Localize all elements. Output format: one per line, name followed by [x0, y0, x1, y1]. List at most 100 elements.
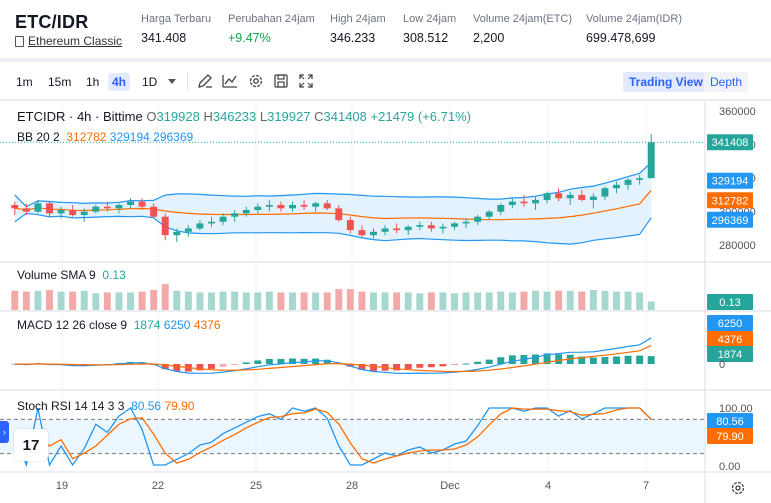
expand-sidebar-tab[interactable]: › [0, 421, 9, 443]
macd-histogram-bar [242, 362, 250, 364]
macd-line [14, 337, 652, 375]
chart-panel[interactable]: 3600003200002800003400003000003414083291… [0, 101, 771, 503]
macd-histogram-bar [416, 364, 424, 368]
candle-body [80, 211, 88, 216]
ohlc-low-label: L [259, 109, 268, 124]
candle-body [323, 203, 331, 209]
volume-bar [208, 292, 215, 310]
rsi-tick-label: 100.00 [719, 403, 753, 415]
bb-mid-badge: 312782 [712, 195, 749, 207]
volume-bar [613, 291, 620, 310]
volume-bar [416, 293, 424, 310]
candle-body [277, 204, 285, 209]
candle-body [381, 228, 389, 232]
volume-legend: Volume SMA 9 0.13 [17, 268, 126, 282]
macd-label: MACD 12 26 close 9 [17, 318, 128, 332]
ohlc-close: 341408 [323, 109, 367, 124]
bollinger-lower-line [14, 212, 652, 245]
macd-histogram-bar [346, 364, 354, 367]
candle-body [57, 210, 65, 214]
volume-bar [508, 292, 516, 310]
candle-body [115, 204, 123, 209]
volume-bar [451, 293, 458, 310]
macd-histogram-bar [555, 354, 563, 364]
volume-bar [532, 290, 539, 310]
gear-icon[interactable] [247, 72, 265, 90]
timeframe-1m[interactable]: 1m [16, 75, 33, 89]
tab-depth[interactable]: Depth [704, 72, 749, 92]
indicator-icon[interactable] [221, 72, 239, 90]
macd-histogram-bar [485, 359, 493, 364]
candle-body [647, 142, 655, 179]
chart-canvas[interactable]: 3600003200002800003400003000003414083291… [0, 101, 771, 503]
document-icon [15, 35, 24, 47]
macd-histogram-bar [474, 361, 482, 364]
stat-value: 699.478,699 [586, 31, 656, 45]
timeframe-4h[interactable]: 4h [108, 73, 131, 91]
volume-bar [184, 291, 192, 310]
volume-bar [103, 292, 111, 310]
time-tick-label: 19 [56, 480, 68, 492]
candle-body [103, 206, 111, 209]
volume-bar [346, 289, 354, 310]
price-badge: 341408 [712, 137, 749, 149]
candle-body [416, 225, 424, 227]
bb-mid-badge-bg [707, 192, 753, 209]
volume-bar [265, 291, 273, 310]
macd-histogram-bar [231, 364, 239, 365]
volume-bar [520, 291, 528, 310]
timeframe-15m[interactable]: 15m [48, 75, 72, 89]
macd-histogram-bar [613, 356, 620, 364]
candle-body [624, 179, 632, 185]
ohlc-high-label: H [203, 109, 213, 124]
volume-label: Volume SMA 9 [17, 268, 96, 282]
macd-histogram-bar [451, 364, 458, 365]
macd-histogram-bar [370, 364, 377, 372]
rsi-d-value: 79.90 [164, 399, 195, 413]
volume-series [11, 284, 655, 310]
symbol-label: ETCIDR · 4h · Bittime [17, 109, 143, 124]
volume-bar [589, 289, 597, 310]
candle-body [358, 230, 366, 236]
macd-hist-badge: 1874 [718, 349, 742, 361]
bollinger-mid-line [14, 189, 652, 221]
pencil-icon[interactable] [196, 72, 214, 90]
candle-body [497, 204, 505, 212]
macd-histogram-bar [173, 364, 181, 372]
toolbar-divider [187, 72, 188, 90]
volume-bar [427, 292, 435, 310]
stat-value: +9.47% [228, 31, 271, 45]
rsi-k-badge-bg [707, 413, 753, 429]
macd-histogram-bar [277, 358, 285, 364]
coin-name-link[interactable]: Ethereum Classic [15, 34, 122, 48]
rsi-d-badge: 79.90 [716, 431, 744, 443]
macd-zero-tick: 0 [719, 359, 725, 371]
macd-badge-bg [707, 315, 753, 331]
macd-histogram-bar [601, 356, 609, 364]
macd-histogram [11, 353, 655, 372]
dropdown-arrow-icon[interactable] [163, 72, 181, 90]
stat-change: Perubahan 24jam +9.47% [228, 13, 315, 45]
volume-bar [196, 292, 204, 310]
save-icon[interactable] [272, 72, 290, 90]
volume-bar [497, 291, 505, 310]
macd-signal-badge: 4376 [718, 334, 742, 346]
timeframe-1h[interactable]: 1h [86, 75, 100, 89]
fullscreen-icon[interactable] [297, 72, 315, 90]
macd-legend: MACD 12 26 close 9 1874 6250 4376 [17, 318, 221, 332]
timeframe-1d[interactable]: 1D [142, 75, 158, 89]
rsi-k-badge: 80.56 [716, 416, 744, 428]
stat-low: Low 24jam 308.512 [403, 13, 456, 45]
stat-label: High 24jam [330, 13, 386, 25]
chart-settings-gear-icon[interactable] [729, 479, 747, 497]
volume-bar [601, 290, 609, 310]
stat-volume-etc: Volume 24jam(ETC) 2,200 [473, 13, 572, 45]
bb-upper-value: 329194 [109, 130, 150, 144]
candle-body [196, 223, 204, 229]
tradingview-logo: 17 [14, 429, 48, 461]
tab-trading-view[interactable]: Trading View [623, 72, 709, 92]
volume-bar [578, 291, 586, 310]
bb-lower-badge: 296369 [712, 215, 749, 227]
candle-body [289, 204, 296, 209]
volume-value: 0.13 [102, 268, 126, 282]
